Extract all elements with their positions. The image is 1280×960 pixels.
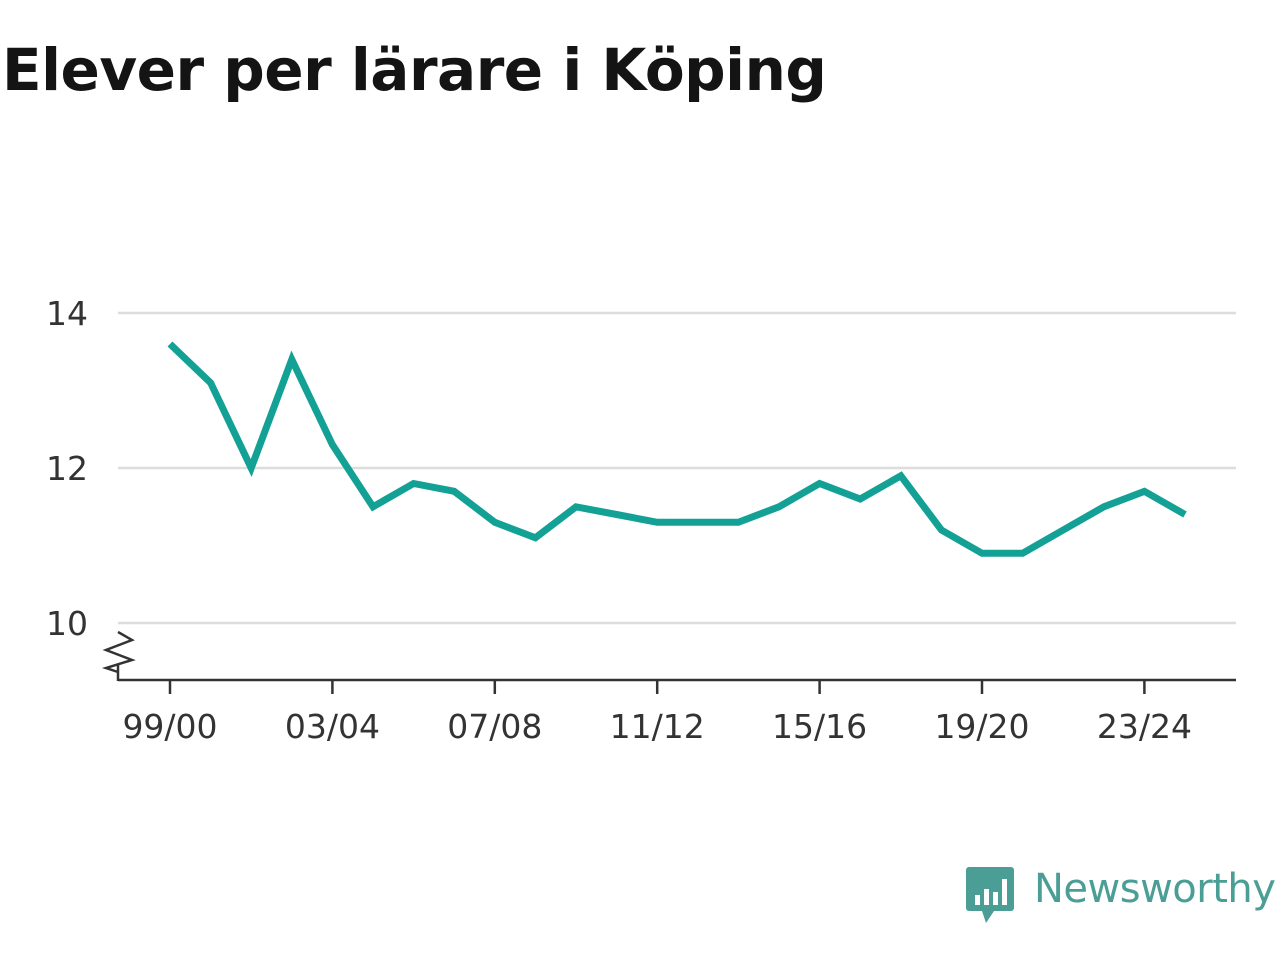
x-tick-label: 15/16	[772, 707, 867, 746]
newsworthy-logo: Newsworthy	[964, 865, 1280, 927]
x-tick-label: 07/08	[447, 707, 542, 746]
y-tick-label: 10	[46, 604, 88, 643]
series-line	[167, 341, 1187, 557]
bar-chart-speech-bubble-icon	[966, 867, 1014, 923]
brand-name: Newsworthy	[1034, 866, 1276, 912]
x-tick-labels: 99/00 03/04 07/08 11/12 15/16 19/20 23/24	[122, 707, 1192, 746]
x-axis	[116, 665, 1236, 694]
y-tick-label: 14	[46, 294, 88, 333]
y-tick-labels: 10 12 14	[46, 294, 88, 643]
x-tick-label: 11/12	[610, 707, 705, 746]
x-tick-label: 03/04	[285, 707, 380, 746]
axis-break-icon	[101, 630, 136, 674]
grid-lines	[118, 311, 1236, 625]
y-tick-label: 12	[46, 449, 88, 488]
chart-title: Elever per lärare i Köping	[2, 36, 827, 104]
axis-break-zigzag	[101, 630, 136, 674]
x-tick-label: 23/24	[1097, 707, 1192, 746]
series	[167, 341, 1187, 557]
x-tick-label: 99/00	[122, 707, 217, 746]
x-tick-label: 19/20	[934, 707, 1029, 746]
